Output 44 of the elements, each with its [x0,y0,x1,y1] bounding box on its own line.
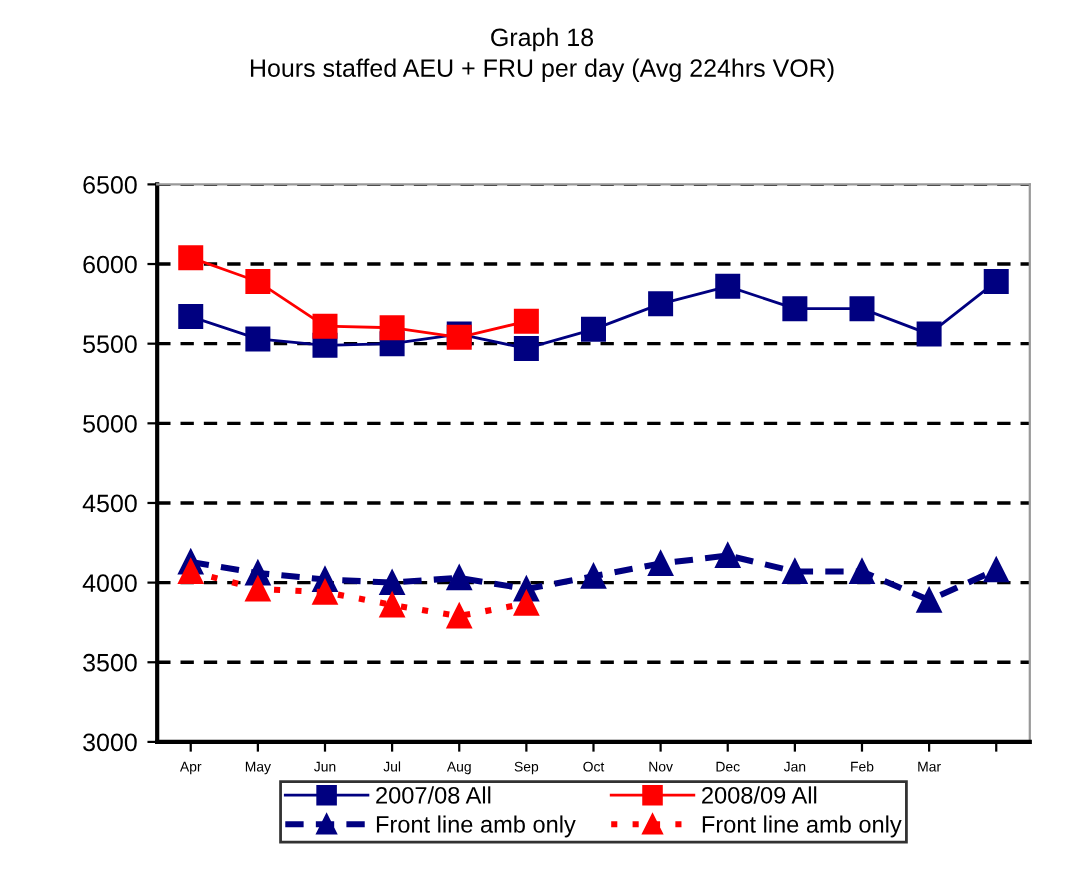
y-tick-label: 4000 [82,574,137,592]
point [849,558,875,584]
point [782,558,808,584]
point [379,592,405,618]
point [715,273,741,299]
point [849,296,875,322]
legend-label: 2008/09 All [702,786,817,804]
point [916,321,942,347]
point [446,603,472,629]
point [983,557,1009,583]
y-tick-label: 6500 [83,175,137,194]
point [178,304,204,330]
point [379,570,405,596]
point [782,296,808,322]
point [648,551,674,576]
point [580,316,606,342]
point [580,563,606,589]
chart-title: Graph 18 [491,27,594,52]
point [446,565,472,591]
point [312,579,338,605]
point [312,313,338,339]
point [245,576,271,602]
point [245,326,271,352]
point [245,269,271,295]
y-tick-label: 4500 [82,494,137,513]
point [983,269,1009,295]
point [178,558,204,584]
legend-label: Front line amb only [376,815,576,838]
point [513,308,539,334]
legend-label: Front line amb only [702,815,902,838]
y-tick-label: 5500 [83,335,137,353]
legend-label: 2007/08 All [376,786,491,804]
point [513,590,539,616]
point [178,245,204,271]
y-tick-label: 3000 [83,733,137,752]
chart-subtitle: Hours staffed AEU + FRU per day (Avg 224hrs VOR) [250,58,834,82]
y-tick-label: 5000 [83,414,137,433]
point [513,335,539,361]
point [916,587,942,613]
point [715,543,741,569]
y-tick-label: 3500 [83,653,137,672]
point [379,315,405,341]
point [648,291,674,317]
y-tick-label: 6000 [83,255,137,274]
